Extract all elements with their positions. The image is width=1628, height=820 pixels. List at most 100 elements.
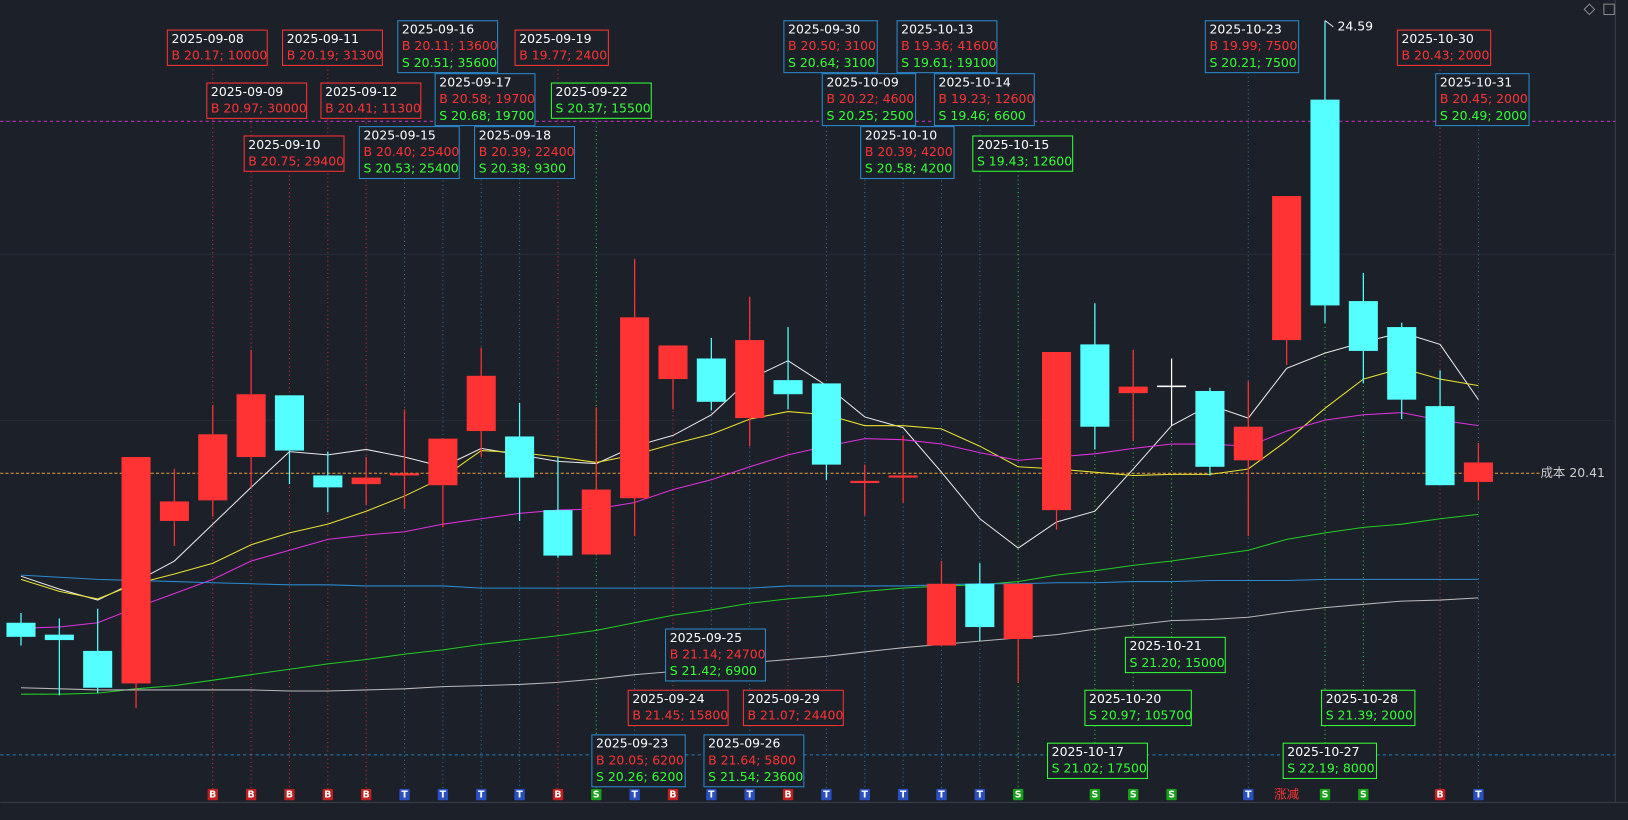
annotation-date: 2025-10-09 bbox=[826, 75, 898, 90]
marker-box bbox=[552, 788, 564, 801]
annotation-trade: B 20.75; 29400 bbox=[248, 153, 344, 168]
marker-box bbox=[1012, 788, 1024, 801]
candle-body bbox=[1463, 462, 1493, 482]
marker-label: B bbox=[286, 790, 293, 801]
annotation-date: 2025-10-13 bbox=[901, 22, 973, 37]
marker-label: B bbox=[324, 790, 331, 801]
icon[interactable] bbox=[1583, 3, 1596, 16]
annotation-trade: B 21.14; 24700 bbox=[670, 646, 766, 661]
marker-box bbox=[1128, 788, 1139, 801]
candle-body bbox=[351, 477, 381, 485]
marker-box bbox=[207, 788, 218, 801]
annotation-trade: S 21.02; 17500 bbox=[1052, 761, 1147, 776]
candle-body bbox=[428, 438, 458, 486]
marker-box bbox=[667, 788, 679, 801]
marker-label: T bbox=[478, 790, 485, 801]
annotation-trade: S 20.21; 7500 bbox=[1209, 55, 1296, 70]
annotation-box bbox=[474, 126, 575, 180]
marker-box bbox=[821, 788, 832, 801]
annotation-box bbox=[783, 20, 878, 74]
marker-label: S bbox=[1168, 790, 1175, 801]
annotation-trade: B 20.22; 4600 bbox=[826, 91, 914, 106]
annotation-trade: S 20.97; 105700 bbox=[1089, 708, 1192, 723]
annotation-trade: B 20.11; 13600 bbox=[402, 38, 498, 53]
annotation-date: 2025-10-17 bbox=[1052, 744, 1124, 759]
annotation-date: 2025-09-08 bbox=[171, 31, 243, 46]
annotation-date: 2025-10-21 bbox=[1130, 638, 1202, 653]
marker-label: S bbox=[1130, 790, 1137, 801]
ma-line bbox=[20, 574, 1479, 589]
marker-box bbox=[1166, 788, 1177, 801]
annotation-trade: S 21.39; 2000 bbox=[1326, 708, 1413, 723]
marker-box bbox=[897, 788, 909, 801]
candle-body bbox=[965, 583, 995, 628]
annotation-box bbox=[243, 135, 345, 172]
candle-body bbox=[620, 317, 650, 499]
candle-body bbox=[313, 475, 343, 488]
marker-box bbox=[1358, 788, 1369, 801]
marker-label: T bbox=[631, 790, 638, 801]
candle-body bbox=[44, 634, 74, 641]
icon[interactable] bbox=[1603, 3, 1615, 16]
marker-label: B bbox=[784, 790, 791, 801]
marker-box bbox=[591, 788, 602, 801]
marker-label: S bbox=[593, 790, 600, 801]
annotation-box bbox=[1321, 689, 1416, 727]
candle-body bbox=[121, 457, 151, 684]
annotation-box bbox=[166, 29, 268, 66]
annotation-box bbox=[206, 82, 308, 119]
annotation-date: 2025-09-11 bbox=[287, 31, 359, 46]
annotation-box bbox=[591, 734, 686, 788]
annotation-trade: B 20.19; 31300 bbox=[287, 48, 383, 63]
marker-box bbox=[629, 788, 640, 801]
marker-label: S bbox=[1015, 790, 1022, 801]
annotation-trade: S 20.37; 15500 bbox=[556, 100, 651, 115]
annotation-box bbox=[1204, 20, 1300, 74]
annotation-box bbox=[933, 73, 1035, 127]
marker-label: B bbox=[248, 790, 255, 801]
annotation-trade: S 20.49; 2000 bbox=[1440, 108, 1527, 123]
annotation-trade: B 19.99; 7500 bbox=[1209, 38, 1297, 53]
candle-body bbox=[1233, 426, 1263, 461]
marker-label: S bbox=[1322, 790, 1329, 801]
candle-body bbox=[198, 434, 228, 501]
candle-body bbox=[811, 383, 841, 465]
annotation-box bbox=[320, 82, 422, 119]
candle-body bbox=[543, 510, 573, 556]
annotation-date: 2025-09-16 bbox=[402, 22, 474, 37]
marker-box bbox=[744, 788, 755, 801]
annotation-date: 2025-10-10 bbox=[865, 127, 937, 142]
marker-box bbox=[706, 788, 717, 801]
annotation-box bbox=[896, 20, 998, 74]
candle-body bbox=[888, 475, 918, 478]
candle-body bbox=[274, 395, 304, 451]
marker-label: T bbox=[747, 790, 754, 801]
marker-label: T bbox=[1475, 790, 1482, 801]
annotation-date: 2025-09-17 bbox=[439, 75, 511, 90]
high-pointer bbox=[1324, 20, 1334, 28]
marker-box bbox=[476, 788, 487, 801]
annotation-trade: B 20.43; 2000 bbox=[1401, 48, 1489, 63]
annotation-trade: S 21.20; 15000 bbox=[1130, 655, 1225, 670]
marker-label: T bbox=[1245, 790, 1252, 801]
marker-box bbox=[514, 788, 525, 801]
marker-box bbox=[322, 788, 334, 801]
marker-label: T bbox=[516, 790, 523, 801]
annotation-date: 2025-10-20 bbox=[1089, 691, 1161, 706]
annotation-date: 2025-10-28 bbox=[1326, 691, 1398, 706]
annotation-trade: B 20.40; 25400 bbox=[364, 144, 460, 159]
marker-box bbox=[936, 788, 947, 801]
annotation-date: 2025-10-27 bbox=[1287, 744, 1359, 759]
marker-box bbox=[1319, 788, 1331, 801]
marker-box bbox=[284, 788, 295, 801]
marker-label: B bbox=[1436, 790, 1443, 801]
annotation-trade: S 20.58; 4200 bbox=[865, 161, 952, 176]
annotation-date: 2025-09-12 bbox=[325, 84, 397, 99]
annotation-date: 2025-10-23 bbox=[1209, 22, 1281, 37]
candle-body bbox=[83, 650, 113, 688]
annotation-date: 2025-10-15 bbox=[977, 137, 1049, 152]
candle-body bbox=[1425, 406, 1455, 486]
marker-label: T bbox=[900, 790, 907, 801]
marker-box bbox=[1089, 788, 1101, 801]
annotation-trade: S 21.54; 23600 bbox=[708, 769, 803, 784]
